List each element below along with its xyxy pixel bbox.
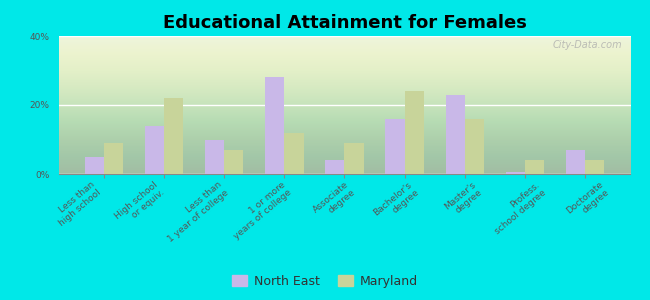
Title: Educational Attainment for Females: Educational Attainment for Females	[162, 14, 526, 32]
Text: Doctorate
degree: Doctorate degree	[564, 180, 611, 224]
Bar	[506, 172, 525, 174]
Text: Associate
degree: Associate degree	[311, 180, 357, 223]
Bar	[224, 150, 243, 174]
Bar	[325, 160, 344, 174]
Text: High school
or equiv.: High school or equiv.	[113, 180, 166, 229]
Bar	[465, 119, 484, 174]
Bar	[284, 133, 304, 174]
Bar	[265, 77, 284, 174]
Bar	[566, 150, 585, 174]
Bar	[525, 160, 544, 174]
Bar	[405, 91, 424, 174]
Text: Master's
degree: Master's degree	[443, 180, 484, 219]
Text: Less than
high school: Less than high school	[51, 180, 103, 228]
Text: City-Data.com: City-Data.com	[552, 40, 622, 50]
Bar	[205, 140, 224, 174]
Bar	[344, 143, 364, 174]
Bar	[84, 157, 104, 174]
Bar	[145, 126, 164, 174]
Bar	[585, 160, 604, 174]
Text: 1 or more
years of college: 1 or more years of college	[226, 180, 293, 241]
Bar	[104, 143, 123, 174]
Bar	[385, 119, 405, 174]
Legend: North East, Maryland: North East, Maryland	[233, 275, 417, 288]
Text: Less than
1 year of college: Less than 1 year of college	[159, 180, 230, 244]
Bar	[446, 94, 465, 174]
Text: Bachelor's
degree: Bachelor's degree	[372, 180, 421, 225]
Bar	[164, 98, 183, 174]
Text: Profess.
school degree: Profess. school degree	[486, 180, 548, 236]
